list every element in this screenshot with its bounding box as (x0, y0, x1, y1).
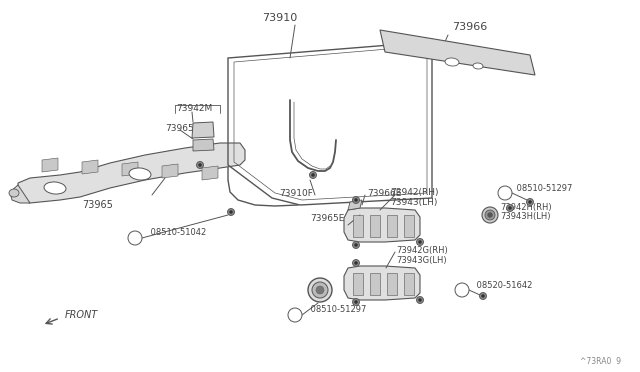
Text: 08520-51642: 08520-51642 (474, 280, 532, 289)
Text: 73943H(LH): 73943H(LH) (500, 212, 550, 221)
Text: 73910: 73910 (262, 13, 298, 23)
Polygon shape (370, 215, 380, 237)
Text: ^73RA0  9: ^73RA0 9 (580, 357, 621, 366)
Circle shape (485, 210, 495, 220)
Polygon shape (202, 166, 218, 180)
Polygon shape (353, 215, 363, 237)
Circle shape (227, 208, 234, 215)
Circle shape (482, 207, 498, 223)
Circle shape (312, 282, 328, 298)
Circle shape (316, 286, 324, 294)
Circle shape (353, 241, 360, 248)
Polygon shape (192, 122, 214, 138)
Text: S: S (460, 288, 464, 292)
Circle shape (353, 298, 360, 305)
Polygon shape (404, 273, 414, 295)
Circle shape (355, 244, 358, 247)
Text: S: S (292, 312, 298, 317)
Ellipse shape (473, 63, 483, 69)
Circle shape (310, 171, 317, 179)
Circle shape (498, 186, 512, 200)
Text: 73943(LH): 73943(LH) (390, 198, 437, 206)
Text: 08510-51297: 08510-51297 (308, 305, 366, 314)
Circle shape (288, 308, 302, 322)
Circle shape (417, 296, 424, 304)
Circle shape (198, 164, 202, 167)
Text: S: S (132, 235, 138, 241)
Polygon shape (122, 162, 138, 176)
Circle shape (128, 231, 142, 245)
Text: 73942(RH): 73942(RH) (390, 187, 438, 196)
Ellipse shape (445, 58, 459, 66)
Text: 08510-51042: 08510-51042 (148, 228, 206, 237)
Polygon shape (387, 273, 397, 295)
Circle shape (230, 211, 232, 214)
Text: 73965E: 73965E (165, 124, 200, 132)
Text: 73966: 73966 (452, 22, 487, 32)
Circle shape (455, 283, 469, 297)
Circle shape (355, 301, 358, 304)
Polygon shape (387, 215, 397, 237)
Circle shape (527, 199, 534, 205)
Circle shape (479, 292, 486, 299)
Text: 73943G(LH): 73943G(LH) (396, 256, 447, 264)
Ellipse shape (9, 189, 19, 197)
Polygon shape (193, 139, 214, 151)
Circle shape (353, 196, 360, 203)
Polygon shape (348, 200, 362, 210)
Polygon shape (10, 185, 30, 203)
Text: 73910F: 73910F (279, 189, 313, 198)
Polygon shape (42, 158, 58, 172)
Circle shape (509, 206, 511, 209)
Text: 73942H(RH): 73942H(RH) (500, 202, 552, 212)
Text: 73942G(RH): 73942G(RH) (396, 246, 448, 254)
Text: 73966E: 73966E (367, 189, 401, 198)
Polygon shape (162, 164, 178, 178)
Circle shape (355, 199, 358, 202)
Circle shape (529, 201, 531, 203)
Ellipse shape (129, 168, 151, 180)
Circle shape (481, 295, 484, 298)
Circle shape (196, 161, 204, 169)
Polygon shape (344, 208, 420, 242)
Circle shape (353, 260, 360, 266)
Circle shape (506, 205, 513, 212)
Text: 73965E: 73965E (310, 214, 345, 222)
Circle shape (419, 241, 422, 244)
Text: 08510-51297: 08510-51297 (514, 183, 572, 192)
Polygon shape (18, 143, 245, 203)
Circle shape (355, 262, 358, 264)
Polygon shape (344, 266, 420, 300)
Polygon shape (380, 30, 535, 75)
Text: 73942M: 73942M (176, 103, 212, 112)
Circle shape (488, 212, 493, 218)
Polygon shape (82, 160, 98, 174)
Text: FRONT: FRONT (65, 310, 99, 320)
Circle shape (419, 298, 422, 301)
Polygon shape (370, 273, 380, 295)
Ellipse shape (44, 182, 66, 194)
Text: 73965: 73965 (82, 200, 113, 210)
Circle shape (417, 238, 424, 246)
Circle shape (308, 278, 332, 302)
Polygon shape (353, 273, 363, 295)
Text: S: S (502, 190, 508, 196)
Circle shape (312, 173, 314, 176)
Polygon shape (404, 215, 414, 237)
